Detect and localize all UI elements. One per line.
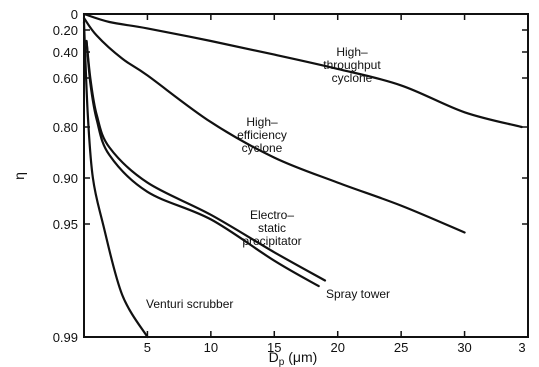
x-tick-label: 20 xyxy=(330,340,344,355)
y-tick-label: 0.90 xyxy=(53,171,78,186)
series-line-venturi-scrubber xyxy=(82,20,149,339)
series-line-high-throughput-cyclone xyxy=(82,12,523,129)
annotation-high-efficiency-cyclone: High– efficiency cyclone xyxy=(237,115,287,155)
annotation-line: throughput xyxy=(323,58,381,72)
annotation-line: cyclone xyxy=(242,141,283,155)
annotation-high-throughput-cyclone: High– throughput cyclone xyxy=(323,45,381,85)
annotation-venturi-scrubber: Venturi scrubber xyxy=(146,297,233,311)
annotation-line: efficiency xyxy=(237,128,287,142)
annotation-line: Venturi scrubber xyxy=(146,297,233,311)
y-axis-title: η xyxy=(11,172,27,180)
x-axis-title: Dp (μm) xyxy=(269,349,318,367)
x-axis-title-unit: (μm) xyxy=(284,349,317,365)
annotation-line: High– xyxy=(336,45,368,59)
x-axis-title-main: D xyxy=(269,349,279,365)
y-tick-label: 0.60 xyxy=(53,71,78,86)
y-tick-label: 0 xyxy=(71,7,78,22)
annotation-line: Electro– xyxy=(250,208,294,222)
plot-frame xyxy=(83,13,529,338)
annotation-spray-tower: Spray tower xyxy=(326,287,390,301)
series-line-spray-tower xyxy=(85,39,320,288)
tick-labels: 00.20 0.40 0.60 0.80 0.90 0.95 0.99 5 10 15 20 25 30… xyxy=(53,7,526,355)
x-tick-label: 10 xyxy=(204,340,218,355)
y-tick-label: 0.99 xyxy=(53,330,78,345)
y-tick-label: 0.95 xyxy=(53,217,78,232)
series-lines xyxy=(82,12,523,339)
y-tick-label: 0.40 xyxy=(53,45,78,60)
x-tick-label: 5 xyxy=(144,340,151,355)
x-tick-label: 15 xyxy=(267,340,281,355)
annotation-line: precipitator xyxy=(242,234,301,248)
series-line-high-efficiency-cyclone xyxy=(82,16,466,234)
annotation-electrostatic-precipitator: Electro– static precipitator xyxy=(242,208,301,248)
x-tick-label: 3 xyxy=(518,340,525,355)
annotation-line: High– xyxy=(246,115,278,129)
x-axis-title-sub: p xyxy=(279,357,285,367)
x-tick-label: 30 xyxy=(457,340,471,355)
annotation-line: static xyxy=(258,221,286,235)
y-tick-label: 0.20 xyxy=(53,23,78,38)
axes xyxy=(83,13,529,338)
x-tick-label: 25 xyxy=(394,340,408,355)
annotation-line: cyclone xyxy=(332,71,373,85)
annotation-line: Spray tower xyxy=(326,287,390,301)
y-tick-label: 0.80 xyxy=(53,120,78,135)
